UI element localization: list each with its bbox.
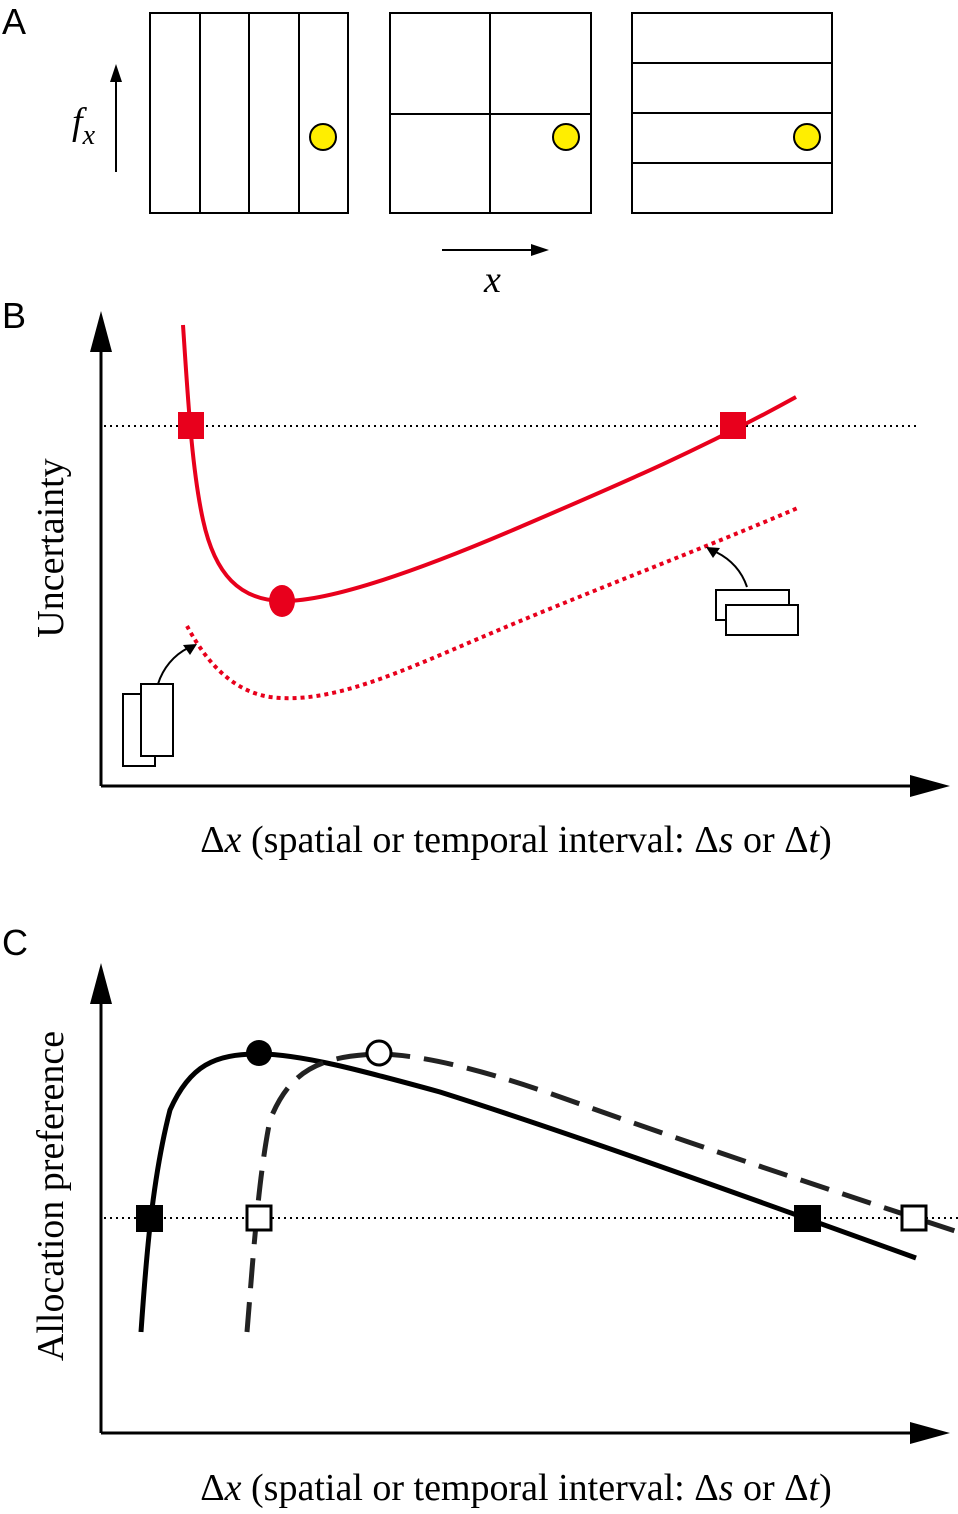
t-var: t bbox=[809, 1467, 821, 1509]
panel-a-label: A bbox=[2, 1, 26, 42]
window-rect bbox=[725, 604, 799, 636]
stimulus-dot bbox=[552, 123, 580, 151]
peak-marker-circle-filled bbox=[246, 1040, 272, 1066]
fx-axis-arrowhead bbox=[110, 64, 122, 82]
delta-symbol: Δ bbox=[200, 1467, 224, 1509]
close-paren: ) bbox=[819, 819, 832, 861]
overlapping-windows-wide-icon bbox=[715, 589, 799, 636]
threshold-marker-square bbox=[178, 412, 204, 439]
allocation-curve bbox=[138, 1051, 917, 1333]
threshold-marker-square-open bbox=[245, 1204, 273, 1232]
x-var: x bbox=[224, 1467, 242, 1509]
x-var: x bbox=[224, 819, 242, 861]
y-axis-label: Allocation preference bbox=[30, 1031, 72, 1361]
delta-symbol: Δ bbox=[694, 819, 718, 861]
stimulus-dot bbox=[793, 123, 821, 151]
panel-c: C Allocation preference Δx (spatial or t… bbox=[2, 922, 958, 1509]
delta-symbol: Δ bbox=[200, 819, 224, 861]
x-axis-label: x bbox=[483, 259, 501, 301]
panel-b-label: B bbox=[2, 295, 26, 336]
threshold-marker-square bbox=[720, 412, 746, 439]
overlapping-windows-narrow-icon bbox=[122, 683, 174, 767]
shifted-allocation-curve bbox=[244, 1051, 958, 1333]
x-axis-arrowhead bbox=[910, 1422, 950, 1444]
x-label-text: (spatial or temporal interval: bbox=[242, 1467, 695, 1509]
y-axis-arrowhead bbox=[90, 963, 112, 1004]
threshold-marker-square-filled bbox=[794, 1205, 821, 1232]
close-paren: ) bbox=[819, 1467, 832, 1509]
t-var: t bbox=[809, 819, 821, 861]
panel-c-label: C bbox=[2, 922, 28, 963]
x-axis-label: Δx (spatial or temporal interval: Δs or … bbox=[200, 1467, 832, 1509]
reduced-uncertainty-curve bbox=[185, 505, 801, 701]
stimulus-dot bbox=[309, 123, 337, 151]
x-label-text: (spatial or temporal interval: bbox=[242, 819, 695, 861]
panel-b: B Uncertainty Δx (spatial or temporal in… bbox=[2, 295, 950, 861]
delta-symbol: Δ bbox=[784, 1467, 808, 1509]
or-text: or bbox=[733, 1467, 784, 1509]
uncertainty-curve bbox=[181, 324, 797, 604]
s-var: s bbox=[719, 819, 734, 861]
peak-marker-circle-open bbox=[365, 1039, 393, 1067]
x-axis-arrowhead bbox=[910, 775, 950, 797]
x-axis-label: Δx (spatial or temporal interval: Δs or … bbox=[200, 819, 832, 861]
or-text: or bbox=[733, 819, 784, 861]
y-axis-label: Uncertainty bbox=[30, 458, 72, 637]
callout-arrow bbox=[715, 551, 748, 588]
delta-symbol: Δ bbox=[694, 1467, 718, 1509]
callout-arrowhead bbox=[706, 547, 720, 558]
fx-axis-label: fx bbox=[72, 101, 96, 151]
callout-arrow bbox=[157, 647, 189, 685]
y-axis-arrowhead bbox=[90, 311, 112, 352]
fx-subscript: x bbox=[82, 120, 96, 151]
tiling-box-balanced bbox=[389, 12, 592, 214]
panel-a: A fx x bbox=[2, 1, 833, 301]
threshold-marker-square-filled bbox=[136, 1205, 163, 1232]
tiling-box-temporal bbox=[149, 12, 349, 214]
tiling-box-spectral bbox=[631, 12, 833, 214]
delta-symbol: Δ bbox=[784, 819, 808, 861]
minimum-marker-circle bbox=[269, 585, 295, 617]
window-rect bbox=[140, 683, 174, 757]
x-axis-arrowhead bbox=[531, 244, 549, 256]
s-var: s bbox=[719, 1467, 734, 1509]
callout-arrowhead bbox=[183, 644, 197, 655]
threshold-marker-square-open bbox=[900, 1204, 928, 1232]
